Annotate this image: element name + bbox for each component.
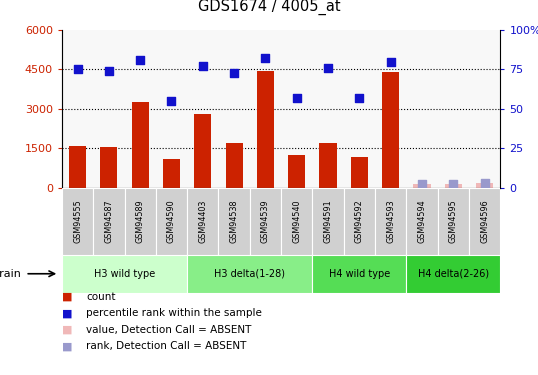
Text: value, Detection Call = ABSENT: value, Detection Call = ABSENT xyxy=(86,325,251,335)
Text: ■: ■ xyxy=(62,325,73,335)
Text: percentile rank within the sample: percentile rank within the sample xyxy=(86,309,262,318)
Bar xyxy=(250,188,281,255)
Bar xyxy=(288,154,306,188)
Point xyxy=(261,56,270,62)
Point xyxy=(104,68,113,74)
Text: GSM94592: GSM94592 xyxy=(355,200,364,243)
Bar xyxy=(476,183,493,188)
Text: GDS1674 / 4005_at: GDS1674 / 4005_at xyxy=(197,0,341,15)
Point xyxy=(136,57,145,63)
Text: GSM94594: GSM94594 xyxy=(417,200,427,243)
Bar xyxy=(281,188,313,255)
Bar xyxy=(218,188,250,255)
Point xyxy=(480,180,489,186)
Point xyxy=(199,63,207,69)
Text: H4 delta(2-26): H4 delta(2-26) xyxy=(418,269,489,279)
Bar xyxy=(163,159,180,188)
Text: GSM94591: GSM94591 xyxy=(323,200,332,243)
Bar xyxy=(320,143,337,188)
Text: GSM94595: GSM94595 xyxy=(449,200,458,243)
Bar xyxy=(438,188,469,255)
Text: H3 delta(1-28): H3 delta(1-28) xyxy=(214,269,285,279)
Text: ■: ■ xyxy=(62,342,73,351)
Text: strain: strain xyxy=(0,269,22,279)
Bar xyxy=(156,188,187,255)
Text: ■: ■ xyxy=(62,292,73,302)
Point xyxy=(324,65,332,71)
Text: rank, Detection Call = ABSENT: rank, Detection Call = ABSENT xyxy=(86,342,246,351)
Point xyxy=(449,182,458,188)
Text: GSM94555: GSM94555 xyxy=(73,200,82,243)
Text: GSM94593: GSM94593 xyxy=(386,200,395,243)
Point xyxy=(167,98,176,104)
Bar xyxy=(313,188,344,255)
Text: count: count xyxy=(86,292,116,302)
Text: GSM94539: GSM94539 xyxy=(261,200,270,243)
Bar xyxy=(344,188,375,255)
Bar xyxy=(93,188,124,255)
Bar xyxy=(351,158,368,188)
Bar xyxy=(313,255,406,292)
Bar xyxy=(406,188,438,255)
Bar xyxy=(375,188,406,255)
Text: GSM94596: GSM94596 xyxy=(480,200,489,243)
Bar xyxy=(469,188,500,255)
Bar xyxy=(69,146,86,188)
Point xyxy=(355,95,364,101)
Point xyxy=(230,69,238,75)
Bar xyxy=(257,72,274,188)
Point xyxy=(73,66,82,72)
Text: GSM94538: GSM94538 xyxy=(230,200,239,243)
Text: GSM94587: GSM94587 xyxy=(104,200,114,243)
Bar xyxy=(187,188,218,255)
Point xyxy=(417,182,426,188)
Bar xyxy=(62,188,93,255)
Point xyxy=(293,95,301,101)
Text: H4 wild type: H4 wild type xyxy=(329,269,390,279)
Text: GSM94403: GSM94403 xyxy=(199,200,207,243)
Bar xyxy=(382,72,399,188)
Bar xyxy=(124,188,156,255)
Text: GSM94540: GSM94540 xyxy=(292,200,301,243)
Bar xyxy=(100,147,117,188)
Bar xyxy=(62,255,187,292)
Bar xyxy=(194,114,211,188)
Text: GSM94589: GSM94589 xyxy=(136,200,145,243)
Bar xyxy=(132,102,149,188)
Bar xyxy=(187,255,313,292)
Bar xyxy=(406,255,500,292)
Bar xyxy=(225,143,243,188)
Text: ■: ■ xyxy=(62,309,73,318)
Bar xyxy=(445,184,462,188)
Text: H3 wild type: H3 wild type xyxy=(94,269,155,279)
Point xyxy=(386,58,395,64)
Text: GSM94590: GSM94590 xyxy=(167,200,176,243)
Bar xyxy=(413,184,430,188)
